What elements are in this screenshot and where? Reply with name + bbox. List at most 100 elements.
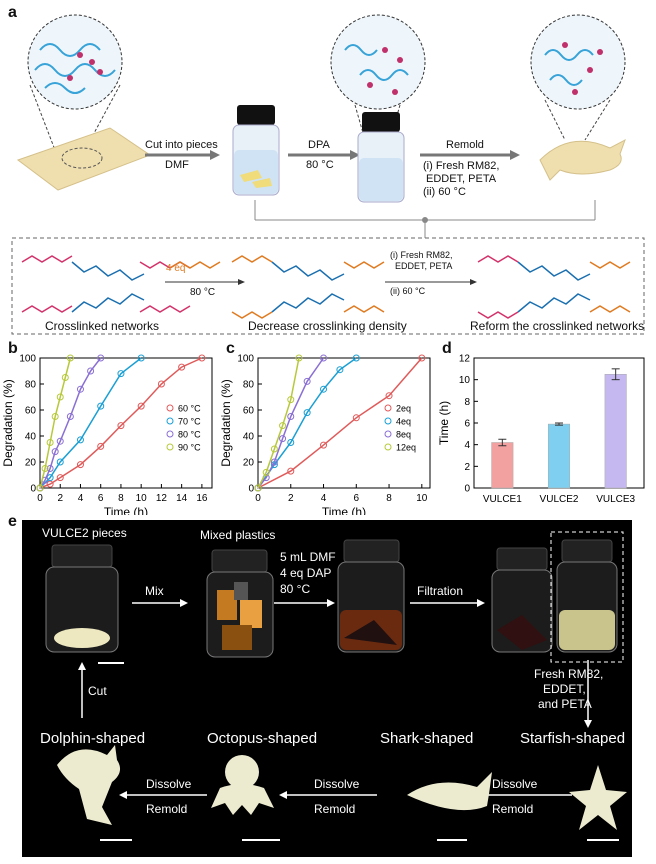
y-tick-label: 4 — [464, 440, 470, 451]
step3-line-1: (i) Fresh RM82, — [423, 160, 500, 172]
y-tick-label: 80 — [25, 380, 37, 391]
data-point — [137, 354, 145, 362]
x-tick-label: 2 — [57, 493, 63, 504]
legend-marker — [166, 443, 174, 451]
data-point — [336, 366, 344, 374]
y-tick-label: 60 — [243, 406, 255, 417]
data-point — [287, 439, 295, 446]
series-line — [39, 357, 72, 489]
chart-d: 0 2 4 6 8 10 12 Time (h) VULCE1 VULCE2 VULCE3 — [437, 354, 645, 505]
x-tick-label: 0 — [37, 493, 43, 504]
y-tick-label: 2 — [464, 462, 470, 473]
x-tick-label: 8 — [386, 493, 392, 504]
label-cut: Cut — [88, 684, 107, 698]
reform-line-1: (i) Fresh RM82, — [390, 250, 453, 260]
legend-label: 70 °C — [178, 417, 201, 427]
panel-e-letter: e — [8, 513, 17, 530]
data-point — [352, 414, 360, 422]
data-point — [303, 409, 311, 417]
x-tick-label: 12 — [156, 493, 168, 504]
data-point — [303, 377, 311, 385]
y-tick-label: 8 — [464, 397, 470, 408]
bar — [604, 374, 627, 489]
data-point — [254, 484, 262, 492]
data-point — [51, 413, 59, 420]
data-point — [36, 484, 44, 492]
data-point — [41, 465, 49, 472]
legend-marker — [384, 417, 392, 425]
y-tick-label: 6 — [464, 419, 470, 430]
step3-line-2: EDDET, PETA — [426, 173, 497, 185]
data-point — [66, 354, 74, 362]
shark-shape — [407, 772, 492, 811]
reform-line-3: (ii) 60 °C — [390, 286, 426, 296]
data-point — [320, 441, 328, 449]
label-filtration: Filtration — [417, 584, 464, 598]
data-point — [320, 354, 328, 362]
data-point — [76, 436, 84, 444]
chart-c: 0 20 40 60 80 100 0 2 4 6 8 10 Time (h) Degradation (… — [219, 354, 431, 515]
chemistry-box — [11, 237, 645, 335]
series-line — [39, 357, 102, 489]
series-line — [257, 357, 423, 489]
dolphin-shape — [57, 745, 121, 825]
step3-line-3: (ii) 60 °C — [423, 186, 466, 198]
y-tick-label: 80 — [243, 380, 255, 391]
polymer-film — [16, 127, 152, 191]
data-point — [137, 402, 145, 410]
network-bubble-1 — [27, 14, 123, 110]
reagent-temp: 80 °C — [190, 287, 216, 298]
caption-reform: Reform the crosslinked networks — [470, 319, 645, 333]
data-point — [287, 467, 295, 475]
dolphin-product — [530, 14, 626, 181]
label-cond-3: 80 °C — [280, 582, 311, 596]
caption-decrease: Decrease crosslinking density — [248, 319, 407, 333]
panel-e-photos: VULCE2 pieces Mixed plastics Mix 5 mL DM… — [22, 520, 632, 857]
structure-3 — [477, 255, 631, 319]
reform-line-2: EDDET, PETA — [395, 261, 453, 271]
series-line — [257, 357, 357, 489]
step2-top: DPA — [308, 139, 330, 151]
vial-pieces — [45, 544, 124, 664]
legend-marker — [166, 417, 174, 425]
legend-marker — [384, 443, 392, 451]
structure-1 — [21, 255, 191, 313]
data-point — [56, 393, 64, 401]
data-point — [178, 363, 186, 371]
label-fresh-2: EDDET, — [543, 682, 586, 696]
bar — [491, 442, 514, 489]
data-point — [56, 458, 64, 466]
data-point — [76, 461, 84, 469]
data-point — [87, 367, 95, 375]
data-point — [262, 468, 270, 476]
label-cond-1: 5 mL DMF — [280, 550, 336, 564]
y-axis-label: Time (h) — [437, 401, 451, 445]
y-tick-label: 60 — [25, 406, 37, 417]
vial-2 — [330, 14, 426, 203]
data-point — [418, 354, 426, 362]
series-line — [39, 357, 203, 489]
legend-label: 4eq — [396, 417, 411, 427]
data-point — [279, 435, 287, 443]
data-point — [198, 354, 206, 362]
x-tick-label: 14 — [176, 493, 188, 504]
category-label: VULCE3 — [596, 494, 635, 505]
y-tick-label: 0 — [464, 484, 470, 495]
panel-a-letter: a — [8, 4, 17, 21]
diamine-molecule — [169, 261, 221, 269]
bar — [547, 423, 571, 489]
legend-label: 2eq — [396, 404, 411, 414]
x-axis-label: Time (h) — [322, 505, 366, 515]
data-point — [117, 370, 125, 378]
x-tick-label: 0 — [255, 493, 261, 504]
data-point — [279, 422, 287, 430]
legend-label: 80 °C — [178, 430, 201, 440]
label-dissolve-2: Dissolve — [314, 777, 360, 791]
legend-marker — [166, 404, 174, 412]
panel-b-letter: b — [8, 340, 18, 357]
panel-c-letter: c — [226, 340, 235, 357]
vial-dissolved — [337, 539, 405, 653]
legend-marker — [384, 404, 392, 412]
data-point — [56, 474, 64, 482]
y-tick-label: 10 — [459, 375, 471, 386]
